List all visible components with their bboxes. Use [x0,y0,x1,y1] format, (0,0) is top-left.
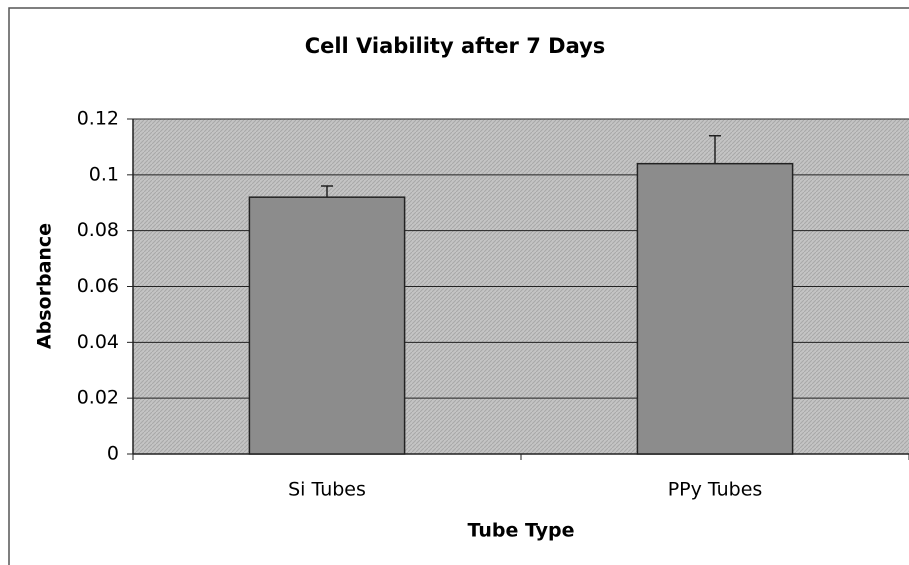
y-tick-label: 0.12 [77,108,119,130]
y-tick-label: 0.06 [77,275,119,297]
y-tick-label: 0.08 [77,219,119,241]
y-tick-label: 0.02 [77,387,119,409]
y-tick-label: 0.1 [89,163,119,185]
x-tick-label: PPy Tubes [668,479,763,501]
y-tick-label: 0.04 [77,331,119,353]
y-tick-label: 0 [107,443,119,465]
error-bar [321,185,333,198]
bar [248,196,406,455]
x-tick-label: Si Tubes [288,479,366,501]
chart-title: Cell Viability after 7 Days [305,34,606,58]
error-bar [709,135,721,164]
bar [636,162,794,455]
y-axis-label: Absorbance [34,223,56,349]
x-axis-label: Tube Type [467,520,574,542]
